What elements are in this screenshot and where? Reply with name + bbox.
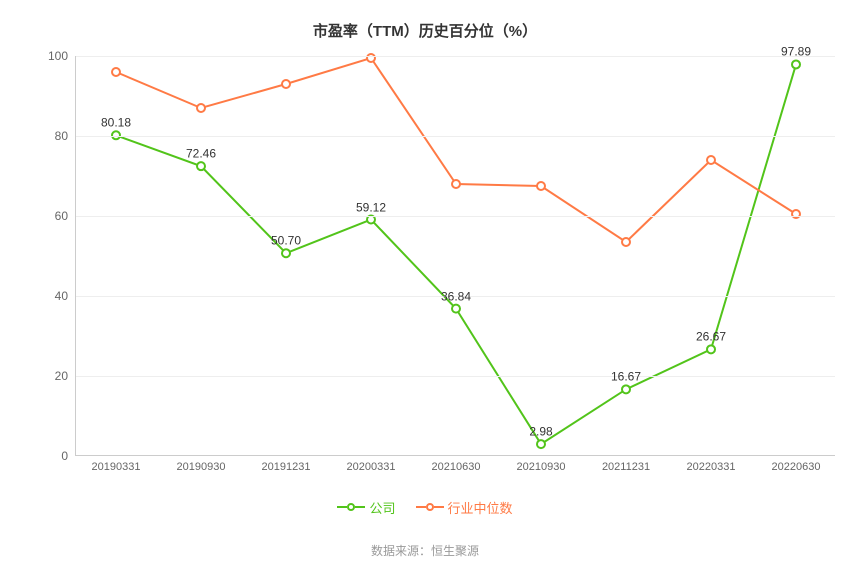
legend-item[interactable]: 公司 bbox=[337, 498, 395, 517]
chart-svg bbox=[76, 56, 835, 455]
data-label: 59.12 bbox=[356, 200, 386, 214]
x-tick-label: 20210630 bbox=[432, 455, 481, 473]
x-tick-label: 20220630 bbox=[772, 455, 821, 473]
x-tick-label: 20210930 bbox=[517, 455, 566, 473]
series-marker bbox=[452, 305, 460, 313]
series-marker bbox=[707, 345, 715, 353]
data-label: 2.98 bbox=[529, 424, 552, 438]
y-tick-label: 40 bbox=[55, 289, 76, 303]
plot-area: 0204060801002019033120190930201912312020… bbox=[75, 56, 835, 456]
x-tick-label: 20220331 bbox=[687, 455, 736, 473]
series-marker bbox=[112, 68, 120, 76]
series-marker bbox=[622, 238, 630, 246]
series-marker bbox=[537, 440, 545, 448]
y-tick-label: 0 bbox=[61, 449, 76, 463]
legend-label: 公司 bbox=[369, 498, 395, 517]
gridline bbox=[76, 136, 835, 137]
y-tick-label: 60 bbox=[55, 209, 76, 223]
series-marker bbox=[452, 180, 460, 188]
y-tick-label: 100 bbox=[48, 49, 76, 63]
legend-marker bbox=[337, 503, 365, 511]
series-marker bbox=[197, 162, 205, 170]
data-label: 26.67 bbox=[696, 330, 726, 344]
x-tick-label: 20191231 bbox=[262, 455, 311, 473]
series-marker bbox=[707, 156, 715, 164]
y-tick-label: 20 bbox=[55, 369, 76, 383]
chart-container: 市盈率（TTM）历史百分位（%） 02040608010020190331201… bbox=[0, 0, 850, 575]
source-text: 数据来源：恒生聚源 bbox=[30, 542, 820, 559]
chart-title: 市盈率（TTM）历史百分位（%） bbox=[30, 20, 820, 41]
y-tick-label: 80 bbox=[55, 129, 76, 143]
data-label: 16.67 bbox=[611, 370, 641, 384]
x-tick-label: 20211231 bbox=[602, 455, 650, 473]
x-tick-label: 20190331 bbox=[92, 455, 141, 473]
gridline bbox=[76, 56, 835, 57]
legend-item[interactable]: 行业中位数 bbox=[416, 498, 513, 517]
x-tick-label: 20200331 bbox=[347, 455, 396, 473]
data-label: 72.46 bbox=[186, 147, 216, 161]
legend: 公司 行业中位数 bbox=[30, 496, 820, 517]
data-label: 80.18 bbox=[101, 116, 131, 130]
legend-label: 行业中位数 bbox=[448, 498, 513, 517]
series-marker bbox=[622, 385, 630, 393]
data-label: 97.89 bbox=[781, 45, 811, 59]
series-marker bbox=[282, 80, 290, 88]
series-marker bbox=[792, 60, 800, 68]
series-line bbox=[116, 64, 796, 444]
series-marker bbox=[197, 104, 205, 112]
series-marker bbox=[282, 249, 290, 257]
series-line bbox=[116, 58, 796, 242]
gridline bbox=[76, 376, 835, 377]
gridline bbox=[76, 216, 835, 217]
data-label: 36.84 bbox=[441, 289, 471, 303]
series-marker bbox=[537, 182, 545, 190]
legend-marker bbox=[416, 503, 444, 511]
x-tick-label: 20190930 bbox=[177, 455, 226, 473]
data-label: 50.70 bbox=[271, 234, 301, 248]
